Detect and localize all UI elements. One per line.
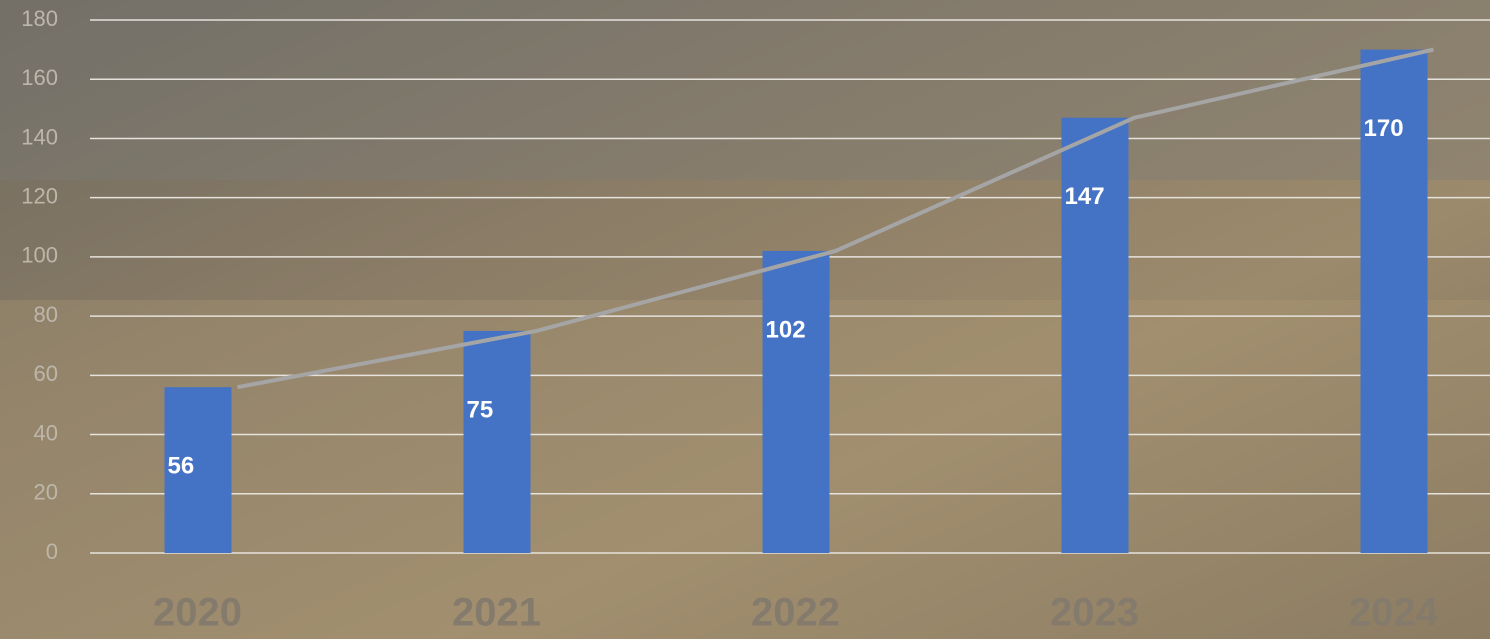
x-tick-label: 2023 bbox=[1050, 591, 1139, 635]
y-tick-label: 60 bbox=[34, 361, 58, 386]
value-label: 56 bbox=[168, 453, 195, 480]
y-tick-label: 100 bbox=[21, 243, 58, 268]
value-label: 147 bbox=[1065, 183, 1105, 210]
y-tick-label: 160 bbox=[21, 65, 58, 90]
background-floor bbox=[0, 300, 1490, 639]
value-label: 170 bbox=[1364, 115, 1404, 142]
y-tick-label: 180 bbox=[21, 6, 58, 31]
y-tick-label: 140 bbox=[21, 124, 58, 149]
bar bbox=[1360, 49, 1428, 553]
bar bbox=[463, 330, 531, 553]
background-wall bbox=[0, 0, 1490, 180]
bar bbox=[164, 387, 232, 553]
value-label: 75 bbox=[467, 396, 494, 423]
trend-line bbox=[237, 47, 1434, 390]
x-tick-label: 2024 bbox=[1349, 591, 1439, 635]
y-tick-label: 0 bbox=[46, 539, 58, 564]
x-tick-label: 2022 bbox=[751, 591, 840, 635]
y-tick-label: 80 bbox=[34, 302, 58, 327]
x-tick-label: 2020 bbox=[153, 591, 242, 635]
y-tick-label: 120 bbox=[21, 183, 58, 208]
y-tick-label: 20 bbox=[34, 480, 58, 505]
value-label: 102 bbox=[766, 316, 806, 343]
bar bbox=[762, 250, 830, 553]
x-tick-label: 2021 bbox=[452, 591, 541, 635]
bar bbox=[1061, 117, 1129, 553]
y-tick-label: 40 bbox=[34, 420, 58, 445]
